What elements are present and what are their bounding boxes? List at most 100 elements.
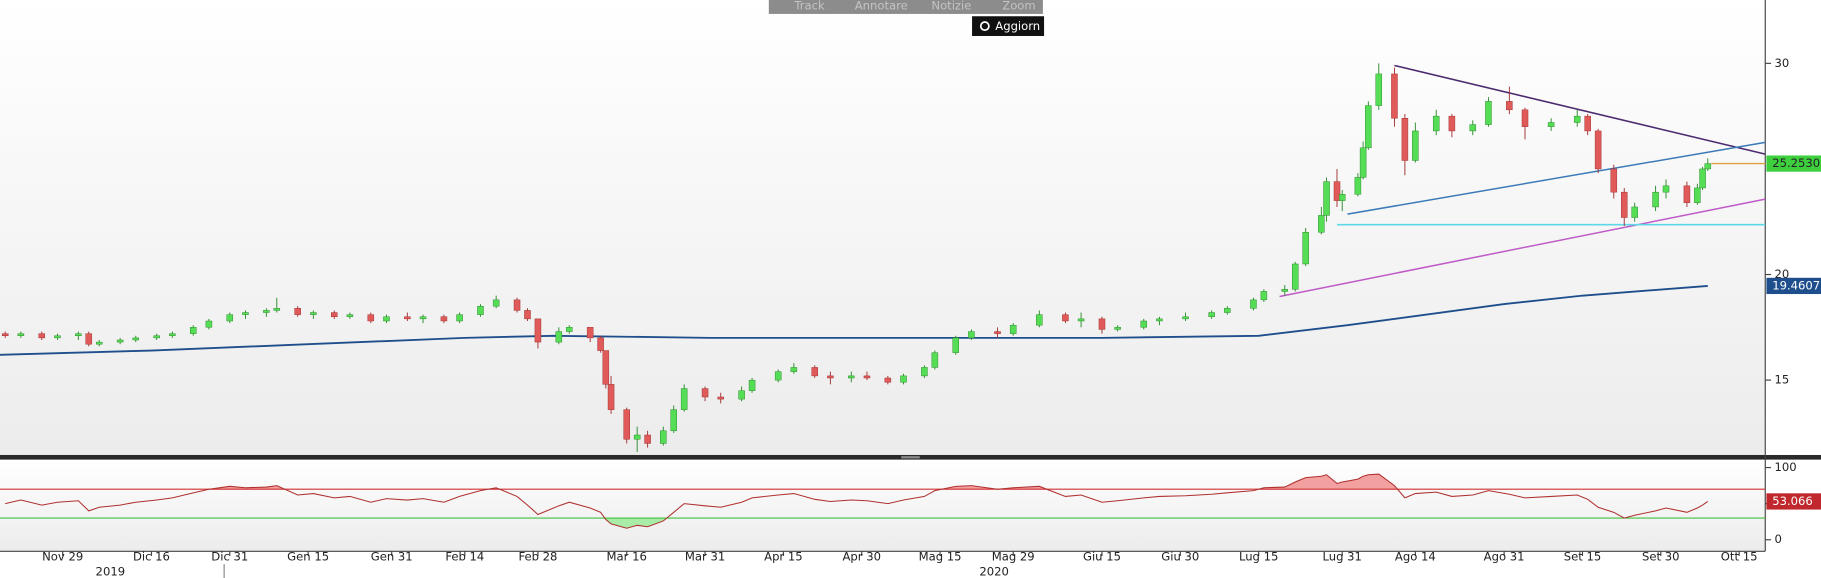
candle-body bbox=[1448, 115, 1456, 132]
candle-body bbox=[1302, 232, 1309, 265]
candle-body bbox=[189, 327, 197, 334]
candle-body bbox=[1412, 130, 1419, 161]
candle-body bbox=[748, 379, 756, 391]
candle-body bbox=[863, 375, 871, 379]
refresh-icon bbox=[979, 21, 990, 32]
x-tick-label: Set 30 bbox=[1642, 550, 1679, 564]
x-tick-label: Giu 15 bbox=[1083, 550, 1121, 564]
candle-body bbox=[900, 375, 907, 383]
candle-body bbox=[54, 335, 61, 339]
candle-body bbox=[1594, 130, 1602, 170]
candle-body bbox=[1098, 318, 1106, 330]
candle-body bbox=[1077, 318, 1085, 322]
candle-body bbox=[1391, 73, 1398, 119]
candle-body bbox=[1224, 308, 1231, 313]
candle-body bbox=[116, 339, 124, 343]
x-tick-label: Ago 14 bbox=[1395, 550, 1436, 564]
candle-body bbox=[566, 327, 573, 332]
x-tick-label: Ago 31 bbox=[1484, 550, 1525, 564]
candle-body bbox=[1318, 215, 1325, 233]
trendline bbox=[1347, 141, 1766, 215]
y-tick-label: 0 bbox=[1775, 532, 1782, 546]
year-label: 2020 bbox=[979, 565, 1009, 578]
candle-body bbox=[1694, 187, 1701, 203]
refresh-label[interactable]: Aggiorn bbox=[995, 19, 1040, 33]
candle-body bbox=[419, 316, 427, 320]
candle-body bbox=[968, 331, 975, 339]
candle-body bbox=[226, 314, 234, 322]
candle-body bbox=[848, 375, 855, 379]
toolbar-button[interactable]: Annotare bbox=[855, 0, 908, 12]
x-tick-label: Set 15 bbox=[1564, 550, 1601, 564]
candle-body bbox=[597, 337, 604, 351]
candle-body bbox=[633, 434, 641, 440]
candle-body bbox=[1354, 177, 1362, 195]
candle-body bbox=[1009, 324, 1017, 334]
candle-body bbox=[205, 320, 213, 328]
separator-grip bbox=[901, 456, 920, 459]
candle-body bbox=[1683, 185, 1691, 203]
candle-body bbox=[1338, 194, 1346, 201]
toolbar: Track Annotare Notizie Zoom Aggiorn bbox=[768, 0, 1045, 36]
moving-average bbox=[0, 284, 1708, 356]
x-tick-label: Mar 16 bbox=[607, 550, 647, 564]
y-tick-label: 100 bbox=[1775, 460, 1797, 474]
candle-body bbox=[95, 341, 103, 345]
refresh-button[interactable] bbox=[972, 16, 1045, 36]
candle-body bbox=[346, 314, 354, 317]
candle-body bbox=[310, 312, 317, 315]
candle-body bbox=[1062, 314, 1069, 322]
ma-value-box bbox=[1766, 277, 1821, 295]
candle-body bbox=[1260, 291, 1268, 301]
x-tick-label: Apr 30 bbox=[842, 550, 881, 564]
candle-body bbox=[1704, 163, 1712, 170]
candle-body bbox=[1662, 185, 1670, 193]
candle-body bbox=[670, 409, 677, 432]
candle-body bbox=[1182, 316, 1189, 320]
last-price-label: 25.2530 bbox=[1772, 156, 1820, 170]
candle-body bbox=[1208, 312, 1215, 317]
candle-body bbox=[132, 337, 140, 341]
candle-body bbox=[294, 308, 301, 315]
candle-body bbox=[524, 310, 531, 320]
candle-body bbox=[1281, 289, 1289, 292]
candle-body bbox=[534, 318, 542, 343]
candle-body bbox=[1631, 206, 1638, 218]
toolbar-button[interactable]: Track bbox=[793, 0, 825, 12]
candle-body bbox=[383, 316, 390, 322]
candle-body bbox=[1652, 191, 1659, 208]
candle-body bbox=[1469, 124, 1477, 132]
candle-body bbox=[1036, 314, 1043, 326]
x-tick-label: Gen 31 bbox=[371, 550, 413, 564]
rsi-value-box bbox=[1766, 493, 1821, 510]
candle-body bbox=[644, 434, 651, 444]
x-tick-label: Giu 30 bbox=[1161, 550, 1199, 564]
candle-body bbox=[1250, 299, 1257, 309]
x-tick-label: Mag 15 bbox=[919, 550, 962, 564]
toolbar-button[interactable]: Zoom bbox=[1002, 0, 1035, 12]
candle-body bbox=[1610, 168, 1618, 193]
candle-body bbox=[513, 299, 521, 311]
price-plot bbox=[0, 63, 1766, 452]
candle-body bbox=[1584, 115, 1591, 132]
rsi-panel bbox=[0, 459, 1766, 552]
candle-body bbox=[1401, 118, 1409, 161]
candle-body bbox=[931, 352, 939, 368]
candle-body bbox=[1432, 115, 1440, 132]
candle-body bbox=[1140, 320, 1148, 328]
x-tick-label: Ott 15 bbox=[1721, 550, 1758, 564]
y-tick-label: 30 bbox=[1775, 56, 1790, 70]
candle-body bbox=[1506, 101, 1513, 111]
x-tick-label: Feb 28 bbox=[518, 550, 557, 564]
year-label: 2019 bbox=[96, 565, 126, 578]
candle-body bbox=[1323, 181, 1330, 216]
candle-body bbox=[738, 390, 745, 400]
candle-body bbox=[790, 367, 798, 372]
candle-body bbox=[717, 396, 724, 400]
candle-body bbox=[38, 333, 46, 339]
candle-body bbox=[701, 388, 709, 398]
toolbar-button[interactable]: Notizie bbox=[931, 0, 971, 12]
price-panel bbox=[0, 0, 1766, 457]
candle-body bbox=[921, 367, 928, 377]
